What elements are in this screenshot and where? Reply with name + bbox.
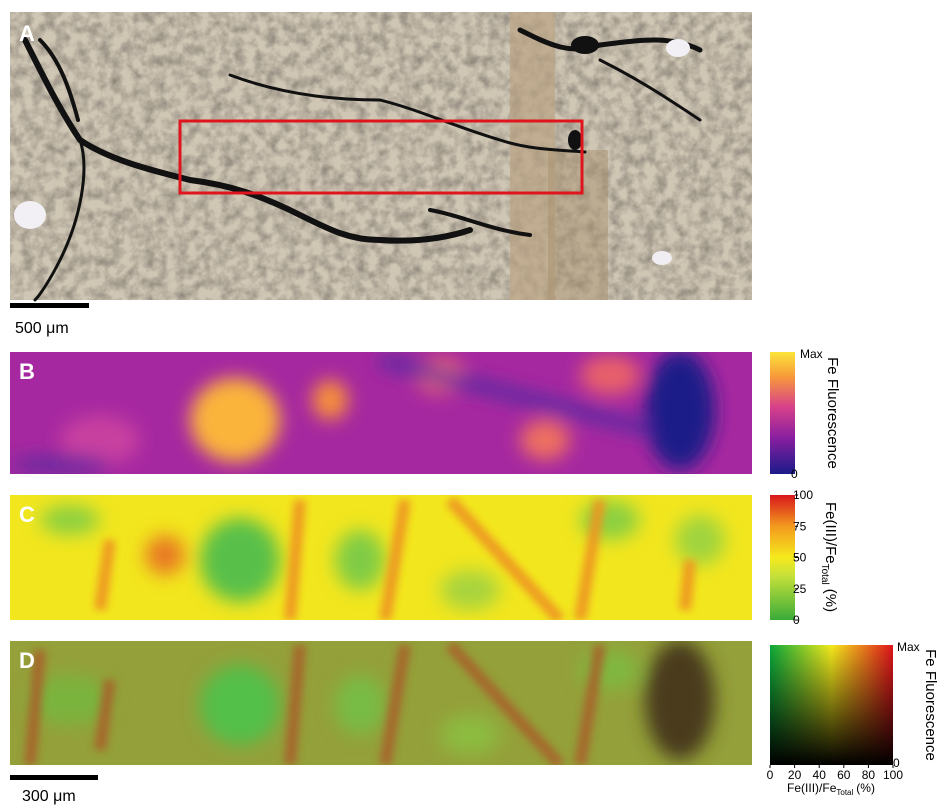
colorbar [770, 495, 795, 620]
ratio-map [10, 495, 752, 620]
scale-bar-label: 500 μm [15, 320, 69, 337]
scale-bar [10, 775, 98, 780]
panel-label: B [19, 359, 35, 384]
figure: A 500 μm B Max 0 Fe Fluorescence [0, 0, 938, 805]
scale-bar-label: 300 μm [22, 788, 76, 805]
title-unit: (%) [856, 781, 875, 795]
colorbar-2d-shade [770, 645, 893, 765]
colorbar [770, 352, 795, 474]
tick-label: 0 [793, 613, 800, 627]
colorbar-max: Max [897, 640, 920, 654]
colorbar-title: Fe Fluorescence [922, 649, 938, 761]
title-sub: Total [836, 788, 853, 797]
title-sub: Total [819, 564, 830, 585]
panel-label: C [19, 502, 35, 527]
panel-label: D [19, 648, 35, 673]
tick-label: 40 [813, 768, 827, 782]
tick-label: 50 [793, 551, 807, 565]
tick-label: 0 [767, 768, 774, 782]
scale-bar [10, 303, 89, 308]
tick-label: 75 [793, 519, 807, 533]
colorbar-max: Max [800, 347, 823, 361]
title-main: Fe(III)/Fe [787, 781, 837, 795]
tick-label: 80 [862, 768, 876, 782]
panel-label: A [19, 21, 35, 46]
title-unit: (%) [822, 589, 839, 612]
tick-label: 100 [883, 768, 903, 782]
title-main: Fe(III)/Fe [822, 502, 839, 564]
colorbar-title: Fe Fluorescence [824, 357, 841, 469]
overlay-map [10, 640, 752, 765]
tick-label: 20 [788, 768, 802, 782]
tick-label: 100 [793, 488, 813, 502]
colorbar-x-title: Fe(III)/FeTotal(%) [787, 781, 875, 797]
colorbar-min: 0 [791, 467, 798, 481]
colorbar-title: Fe(III)/FeTotal (%) [819, 502, 839, 612]
tick-label: 60 [837, 768, 851, 782]
fe-map [10, 350, 752, 475]
tick-label: 25 [793, 582, 807, 596]
micrograph [10, 12, 752, 300]
